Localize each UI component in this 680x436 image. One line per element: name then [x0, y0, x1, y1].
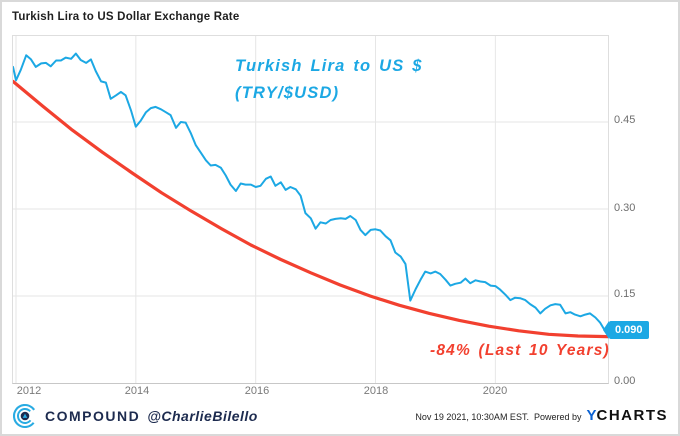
x-tick-2018: 2018: [363, 385, 389, 397]
footer-credits-group: Nov 19 2021, 10:30AM EST. Powered by YCH…: [415, 407, 668, 425]
compound-logo-icon: [12, 403, 38, 429]
ycharts-logo-y: Y: [586, 407, 597, 424]
series-annotation-line1: Turkish Lira to US $: [235, 57, 423, 75]
footer-brand-group: COMPOUND @CharlieBilello: [12, 403, 258, 429]
twitter-handle: @CharlieBilello: [147, 408, 258, 424]
y-tick-0-15: 0.15: [614, 288, 636, 300]
ycharts-logo-charts: CHARTS: [596, 407, 668, 424]
powered-by-label: Powered by: [533, 412, 582, 422]
chart-title: Turkish Lira to US Dollar Exchange Rate: [12, 11, 240, 23]
y-tick-0-45: 0.45: [614, 114, 636, 126]
plot-area: [12, 35, 609, 384]
series-annotation-line2: (TRY/$USD): [235, 84, 340, 102]
series-annotation: Turkish Lira to US $ (TRY/$USD): [235, 53, 423, 107]
x-tick-2012: 2012: [16, 385, 42, 397]
x-tick-2016: 2016: [244, 385, 270, 397]
y-tick-0-00: 0.00: [614, 375, 636, 387]
x-tick-2020: 2020: [482, 385, 508, 397]
change-annotation: -84% (Last 10 Years): [430, 342, 610, 359]
ycharts-logo: YCHARTS: [586, 407, 668, 425]
brand-name: COMPOUND: [45, 408, 141, 424]
timestamp: Nov 19 2021, 10:30AM EST.: [415, 412, 529, 422]
exchange-rate-chart: [13, 36, 608, 383]
x-tick-2014: 2014: [124, 385, 150, 397]
last-value-badge: 0.090: [603, 321, 649, 339]
footer: COMPOUND @CharlieBilello Nov 19 2021, 10…: [2, 398, 678, 434]
y-tick-0-30: 0.30: [614, 202, 636, 214]
